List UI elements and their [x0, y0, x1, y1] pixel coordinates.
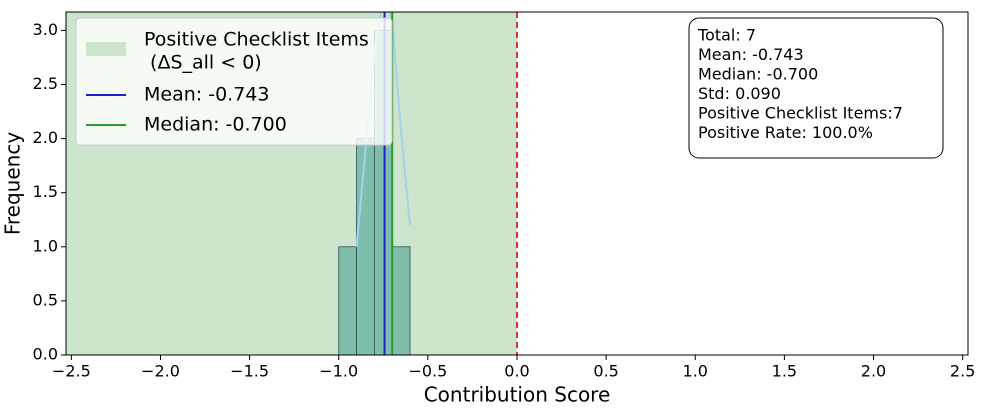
x-tick-label: 2.5: [950, 362, 975, 381]
x-tick-label: −2.0: [141, 362, 180, 381]
stats-text: Median: -0.700: [698, 65, 818, 84]
x-tick-label: 2.0: [861, 362, 886, 381]
bar: [356, 138, 375, 355]
y-tick-label: 3.0: [33, 20, 58, 39]
x-tick-label: 1.5: [772, 362, 797, 381]
x-tick-label: −2.5: [52, 362, 91, 381]
stats-text: Total: 7: [697, 26, 756, 45]
x-tick-label: −1.0: [319, 362, 358, 381]
y-tick-label: 1.0: [33, 236, 58, 255]
y-tick-label: 0.5: [33, 290, 58, 309]
legend-label: Median: -0.700: [144, 114, 287, 136]
legend-swatch: [86, 42, 126, 56]
y-tick-label: 1.5: [33, 182, 58, 201]
stats-box: [688, 17, 944, 159]
overlay: −2.5 −2.0 −1.5 −1.0 −0.5 0.0 0.5 1.0 1.5 2.0 2.5 0.…: [1, 11, 975, 407]
y-axis-label: Frequency: [1, 132, 25, 235]
stats-text: Positive Checklist Items:7: [698, 104, 903, 123]
y-tick-label: 0.0: [33, 345, 58, 364]
y-tick-label: 2.0: [33, 128, 58, 147]
x-tick-label: −1.5: [230, 362, 269, 381]
y-tick-label: 2.5: [33, 74, 58, 93]
legend-label: (ΔS_all < 0): [144, 52, 262, 74]
x-axis-label: Contribution Score: [424, 383, 611, 407]
x-tick-label: −0.5: [408, 362, 447, 381]
x-tick-label: 0.0: [504, 362, 529, 381]
x-tick-label: 1.0: [683, 362, 708, 381]
bar: [391, 246, 411, 355]
legend-box: [75, 17, 393, 146]
stats-text: Positive Rate: 100.0%: [698, 123, 873, 142]
stats-text: Mean: -0.743: [698, 45, 804, 64]
legend-label: Positive Checklist Items: [144, 29, 369, 51]
legend-label: Mean: -0.743: [144, 84, 269, 106]
stats-text: Std: 0.090: [698, 84, 781, 103]
x-tick-label: 0.5: [593, 362, 618, 381]
bar: [338, 246, 357, 355]
